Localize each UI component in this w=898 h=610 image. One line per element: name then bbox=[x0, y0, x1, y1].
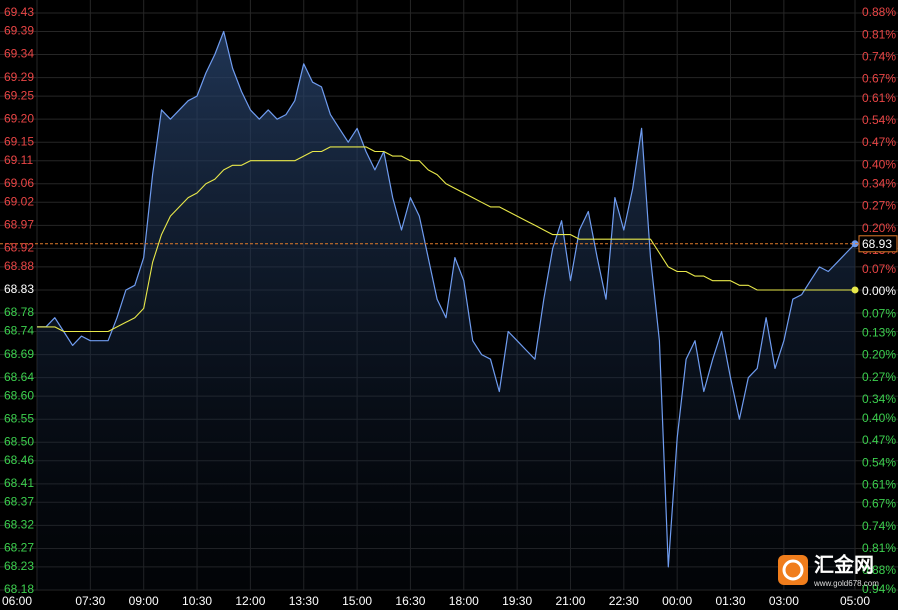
x-tick-label: 19:30 bbox=[502, 594, 532, 608]
price-area bbox=[37, 31, 855, 590]
y2-tick-label: 0.00% bbox=[862, 284, 896, 298]
y-tick-label: 68.50 bbox=[4, 434, 34, 448]
y-tick-label: 68.78 bbox=[4, 305, 34, 319]
average-end-dot bbox=[851, 286, 859, 294]
x-tick-label: 13:30 bbox=[289, 594, 319, 608]
y2-tick-label: 0.81% bbox=[862, 541, 896, 555]
y-tick-label: 69.06 bbox=[4, 176, 34, 190]
y-tick-label: 68.32 bbox=[4, 518, 34, 532]
y2-tick-label: 0.07% bbox=[862, 306, 896, 320]
watermark-logo-ring bbox=[782, 559, 804, 581]
y-tick-label: 68.83 bbox=[4, 282, 34, 296]
y2-tick-label: 0.81% bbox=[862, 27, 896, 41]
y2-tick-label: 0.74% bbox=[862, 519, 896, 533]
last-price-box bbox=[858, 235, 898, 253]
x-tick-label: 22:30 bbox=[609, 594, 639, 608]
y2-tick-label: 0.34% bbox=[862, 176, 896, 190]
x-tick-label: 00:00 bbox=[662, 594, 692, 608]
y-tick-label: 69.29 bbox=[4, 70, 34, 84]
x-tick-label: 07:30 bbox=[75, 594, 105, 608]
y-tick-label: 68.74 bbox=[4, 324, 34, 338]
x-tick-label: 10:30 bbox=[182, 594, 212, 608]
y2-tick-label: 0.61% bbox=[862, 478, 896, 492]
y-tick-label: 69.15 bbox=[4, 134, 34, 148]
y-tick-label: 69.25 bbox=[4, 88, 34, 102]
y2-tick-label: 0.47% bbox=[862, 135, 896, 149]
y-tick-label: 68.37 bbox=[4, 494, 34, 508]
y2-tick-label: 0.67% bbox=[862, 497, 896, 511]
y-tick-label: 68.27 bbox=[4, 541, 34, 555]
y-tick-label: 68.69 bbox=[4, 347, 34, 361]
x-tick-label: 01:30 bbox=[716, 594, 746, 608]
y-tick-label: 68.60 bbox=[4, 388, 34, 402]
x-tick-label: 12:00 bbox=[235, 594, 265, 608]
y-tick-label: 69.20 bbox=[4, 111, 34, 125]
y2-tick-label: 0.40% bbox=[862, 157, 896, 171]
average-line bbox=[37, 146, 855, 333]
y2-tick-label: 0.61% bbox=[862, 91, 896, 105]
y2-tick-label: 0.88% bbox=[862, 563, 896, 577]
y2-tick-label: 0.67% bbox=[862, 72, 896, 86]
y2-tick-label: 0.13% bbox=[862, 325, 896, 339]
y2-tick-label: 0.94% bbox=[862, 582, 896, 596]
y-tick-label: 68.88 bbox=[4, 259, 34, 273]
watermark: 汇金网 www.gold678.com bbox=[778, 552, 879, 588]
watermark-logo bbox=[778, 555, 808, 585]
watermark-name: 汇金网 bbox=[814, 552, 874, 576]
y2-tick-label: 0.40% bbox=[862, 411, 896, 425]
x-tick-label: 03:00 bbox=[769, 594, 799, 608]
x-tick-label: 06:00 bbox=[2, 594, 32, 608]
x-tick-label: 15:00 bbox=[342, 594, 372, 608]
y-tick-label: 69.34 bbox=[4, 47, 34, 61]
y2-tick-label: 0.27% bbox=[862, 370, 896, 384]
last-price-label: 68.93 bbox=[862, 237, 892, 251]
y-tick-label: 69.11 bbox=[4, 153, 33, 167]
y2-tick-label: 0.27% bbox=[862, 199, 896, 213]
x-tick-label: 05:00 bbox=[840, 594, 870, 608]
y2-tick-label: 0.54% bbox=[862, 455, 896, 469]
y-tick-label: 68.18 bbox=[4, 582, 34, 596]
watermark-url: www.gold678.com bbox=[813, 579, 879, 588]
y-tick-label: 68.97 bbox=[4, 218, 34, 232]
y-tick-label: 69.43 bbox=[4, 5, 34, 19]
y2-tick-label: 0.20% bbox=[862, 348, 896, 362]
y2-tick-label: 0.74% bbox=[862, 50, 896, 64]
y-tick-label: 68.92 bbox=[4, 241, 34, 255]
y-tick-label: 68.23 bbox=[4, 559, 34, 573]
y-tick-label: 68.46 bbox=[4, 453, 34, 467]
x-tick-label: 18:00 bbox=[449, 594, 479, 608]
price-line bbox=[37, 30, 856, 568]
y-tick-label: 68.41 bbox=[4, 476, 34, 490]
y2-tick-label: 0.47% bbox=[862, 433, 896, 447]
x-tick-label: 21:00 bbox=[555, 594, 585, 608]
x-tick-label: 16:30 bbox=[395, 594, 425, 608]
y-tick-label: 68.64 bbox=[4, 370, 34, 384]
y2-tick-label: 0.34% bbox=[862, 392, 896, 406]
y2-tick-label: 0.54% bbox=[862, 113, 896, 127]
y2-tick-label: 0.88% bbox=[862, 5, 896, 19]
y-tick-label: 69.39 bbox=[4, 24, 34, 38]
y-tick-label: 68.55 bbox=[4, 411, 34, 425]
x-tick-label: 09:00 bbox=[129, 594, 159, 608]
y2-tick-label: 0.07% bbox=[862, 262, 896, 276]
y-tick-label: 69.02 bbox=[4, 194, 34, 208]
y2-tick-label: 0.20% bbox=[862, 221, 896, 235]
